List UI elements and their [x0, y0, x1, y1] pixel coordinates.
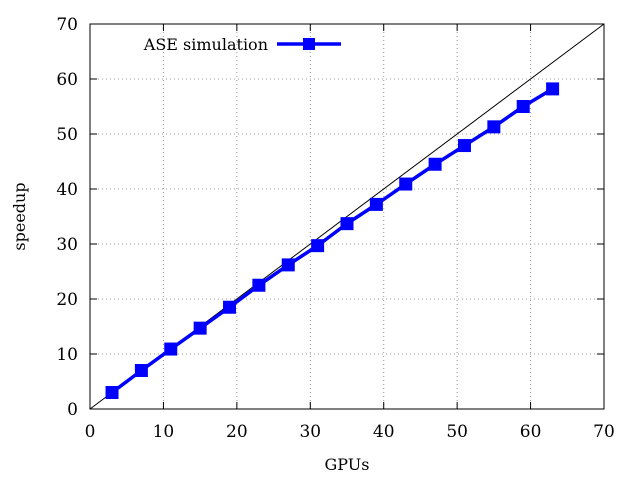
legend: ASE simulation: [143, 35, 341, 54]
y-axis-title: speedup: [10, 182, 29, 250]
data-point-15: [193, 321, 207, 335]
data-point-51: [457, 139, 471, 153]
legend-marker-sample: [303, 38, 315, 50]
data-point-27: [281, 258, 295, 272]
plot-frame: [89, 23, 605, 410]
x-tick-label-50: 50: [446, 422, 468, 442]
grid-lines: [90, 24, 604, 409]
y-tick-label-70: 70: [56, 15, 78, 35]
data-point-59: [516, 100, 530, 113]
x-tick-label-30: 30: [299, 422, 321, 442]
x-axis-title: GPUs: [325, 455, 370, 474]
x-tick-labels: 0 10 20 30 40 50 60 70: [85, 422, 615, 442]
data-point-3: [105, 386, 119, 399]
x-tick-label-60: 60: [520, 422, 542, 442]
data-point-31: [311, 239, 325, 253]
data-point-55: [487, 120, 501, 134]
data-point-47: [428, 157, 442, 171]
y-tick-labels: 0 10 20 30 40 50 60 70: [56, 15, 78, 420]
tick-marks: [89, 23, 605, 410]
y-tick-label-40: 40: [56, 180, 78, 200]
y-tick-label-30: 30: [56, 235, 78, 255]
x-tick-label-0: 0: [85, 422, 96, 442]
data-point-7: [134, 364, 148, 377]
data-point-63: [546, 82, 560, 96]
y-tick-label-10: 10: [56, 345, 78, 365]
x-tick-label-20: 20: [226, 422, 248, 442]
data-point-23: [252, 278, 266, 292]
y-tick-label-50: 50: [56, 125, 78, 145]
y-tick-label-20: 20: [56, 290, 78, 310]
x-tick-label-70: 70: [593, 422, 615, 442]
data-point-11: [164, 342, 178, 356]
data-point-35: [340, 217, 354, 231]
series-line-ase-simulation: [110, 87, 554, 394]
x-tick-label-40: 40: [373, 422, 395, 442]
legend-label-ase-simulation: ASE simulation: [143, 35, 268, 54]
x-tick-label-10: 10: [153, 422, 175, 442]
y-tick-label-60: 60: [56, 70, 78, 90]
data-point-19: [223, 300, 237, 314]
data-point-43: [399, 177, 413, 191]
series-markers: [105, 82, 560, 399]
data-point-39: [369, 197, 383, 211]
y-tick-label-0: 0: [67, 400, 78, 420]
